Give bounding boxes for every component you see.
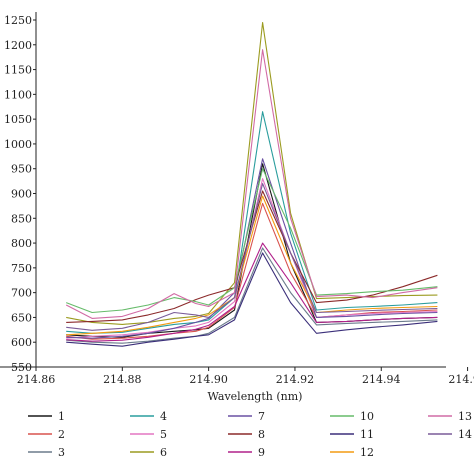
legend-label-3: 3 bbox=[58, 446, 65, 459]
legend-label-8: 8 bbox=[258, 428, 265, 441]
legend-label-7: 7 bbox=[258, 410, 265, 423]
y-tick-label: 1100 bbox=[4, 88, 32, 101]
y-tick-label: 750 bbox=[11, 262, 32, 275]
legend-label-11: 11 bbox=[360, 428, 374, 441]
series-line-1 bbox=[66, 163, 438, 338]
legend-label-1: 1 bbox=[58, 410, 65, 423]
legend-label-2: 2 bbox=[58, 428, 65, 441]
legend-label-5: 5 bbox=[160, 428, 167, 441]
y-tick-label: 550 bbox=[11, 361, 32, 374]
series-line-5 bbox=[66, 178, 438, 339]
x-tick-label: 214.94 bbox=[362, 373, 401, 386]
x-tick-label: 214.90 bbox=[189, 373, 228, 386]
series-line-11 bbox=[66, 252, 438, 347]
legend-label-6: 6 bbox=[160, 446, 167, 459]
legend-label-9: 9 bbox=[258, 446, 265, 459]
y-tick-label: 1250 bbox=[4, 14, 32, 27]
x-tick-label: 214.86 bbox=[17, 373, 56, 386]
series-line-3 bbox=[66, 247, 438, 344]
legend-label-12: 12 bbox=[360, 446, 374, 459]
y-tick-label: 850 bbox=[11, 212, 32, 225]
x-tick-label: 214.88 bbox=[103, 373, 142, 386]
axes: 550 600 650 700 750 800 850 900 950 1000 1050 1100 1… bbox=[0, 12, 474, 403]
y-tick-label: 1000 bbox=[4, 138, 32, 151]
y-tick-label: 900 bbox=[11, 188, 32, 201]
y-tick-label: 700 bbox=[11, 287, 32, 300]
y-tick-label: 600 bbox=[11, 336, 32, 349]
y-tick-label: 800 bbox=[11, 237, 32, 250]
x-tick-label: 214.92 bbox=[276, 373, 315, 386]
series-line-9 bbox=[66, 242, 438, 342]
legend-label-4: 4 bbox=[160, 410, 167, 423]
x-ticks: 214.86 214.88 214.90 214.92 214.94 214.96 bbox=[17, 367, 474, 386]
legend-label-10: 10 bbox=[360, 410, 374, 423]
x-tick-label: 214.96 bbox=[448, 373, 474, 386]
y-tick-label: 650 bbox=[11, 311, 32, 324]
series-line-2 bbox=[66, 202, 438, 340]
series-line-10 bbox=[66, 168, 438, 314]
series-line-14 bbox=[66, 183, 438, 331]
y-tick-label: 1050 bbox=[4, 113, 32, 126]
y-tick-label: 950 bbox=[11, 163, 32, 176]
series-line-13 bbox=[65, 49, 438, 319]
x-axis-label: Wavelength (nm) bbox=[208, 390, 303, 403]
y-tick-label: 1200 bbox=[4, 39, 32, 52]
legend-label-14: 14 bbox=[458, 428, 472, 441]
y-ticks: 550 600 650 700 750 800 850 900 950 1000 1050 1100 1… bbox=[4, 14, 36, 374]
y-tick-label: 1150 bbox=[4, 64, 32, 77]
legend-label-13: 13 bbox=[458, 410, 472, 423]
plot-lines bbox=[65, 21, 438, 347]
